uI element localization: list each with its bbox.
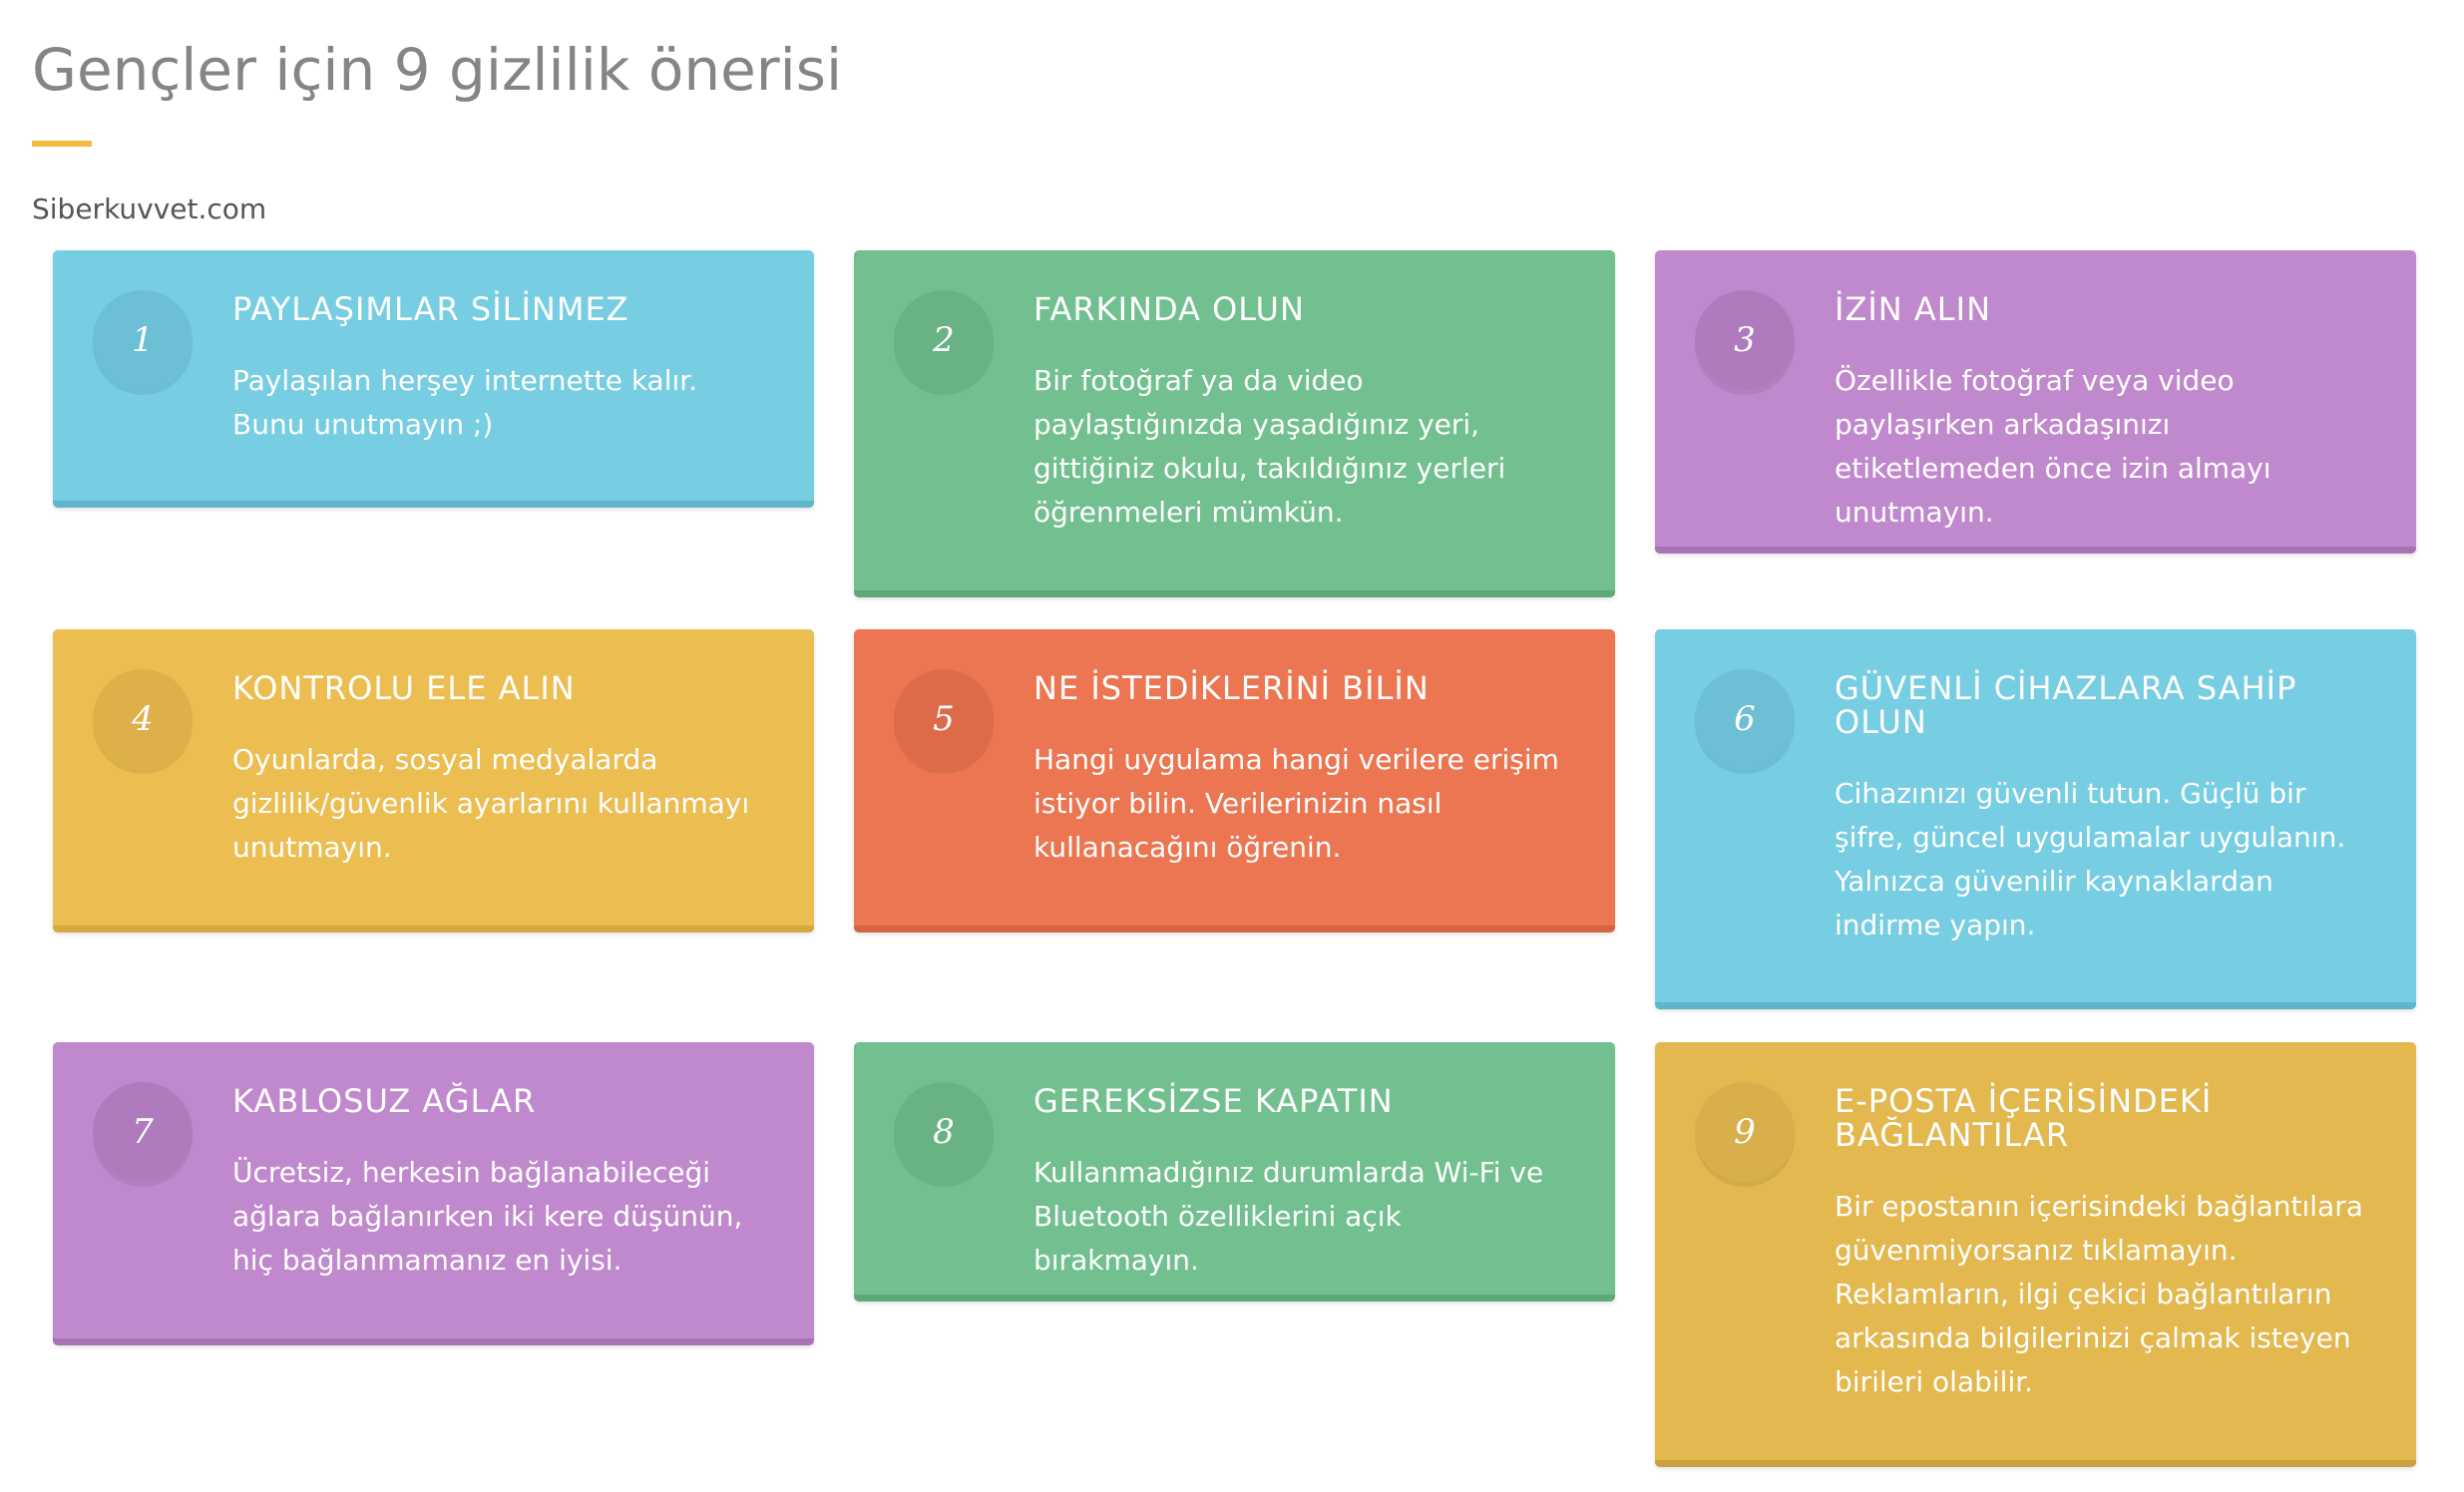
- tip-number-badge: 6: [1695, 669, 1795, 769]
- tip-text: Kullanmadığınız durumlarda Wi-Fi ve Blue…: [1033, 1156, 1544, 1277]
- tip-card-7: 7 KABLOSUZ AĞLAR Ücretsiz, herkesin bağl…: [53, 1042, 814, 1345]
- site-label: Siberkuvvet.com: [32, 192, 267, 225]
- tip-text: Oyunlarda, sosyal medyalarda gizlilik/gü…: [232, 743, 750, 864]
- tip-title: GÜVENLİ CİHAZLARA SAHİP OLUN: [1835, 669, 2297, 741]
- tip-card-2: 2 FARKINDA OLUN Bir fotoğraf ya da video…: [854, 250, 1615, 597]
- tip-text: Cihazınızı güvenli tutun. Güçlü bir şifr…: [1835, 777, 2346, 941]
- tip-number-badge: 1: [93, 290, 193, 390]
- tip-text: Paylaşılan herşey internette kalır. Bunu…: [232, 364, 698, 441]
- tip-text: Bir fotoğraf ya da video paylaştığınızda…: [1033, 364, 1506, 529]
- tip-title: NE İSTEDİKLERİNİ BİLİN: [1033, 669, 1430, 707]
- tip-title: FARKINDA OLUN: [1033, 290, 1305, 328]
- tip-text: Ücretsiz, herkesin bağlanabileceği ağlar…: [232, 1156, 743, 1277]
- page-title: Gençler için 9 gizlilik önerisi: [32, 36, 843, 104]
- tip-card-5: 5 NE İSTEDİKLERİNİ BİLİN Hangi uygulama …: [854, 629, 1615, 932]
- tip-card-1: 1 PAYLAŞIMLAR SİLİNMEZ Paylaşılan herşey…: [53, 250, 814, 508]
- tip-title: İZİN ALIN: [1835, 290, 1991, 328]
- tip-title: KABLOSUZ AĞLAR: [232, 1082, 537, 1120]
- tip-number-badge: 3: [1695, 290, 1795, 390]
- tip-number-badge: 9: [1695, 1082, 1795, 1182]
- tip-title: GEREKSİZSE KAPATIN: [1033, 1082, 1394, 1120]
- tip-text: Bir epostanın içerisindeki bağlantılara …: [1835, 1190, 2363, 1398]
- tip-text: Özellikle fotoğraf veya video paylaşırke…: [1835, 364, 2271, 529]
- tip-title: KONTROLU ELE ALIN: [232, 669, 576, 707]
- tip-title: PAYLAŞIMLAR SİLİNMEZ: [232, 290, 629, 328]
- tip-text: Hangi uygulama hangi verilere erişim ist…: [1033, 743, 1559, 864]
- tip-card-9: 9 E-POSTA İÇERİSİNDEKİ BAĞLANTILAR Bir e…: [1655, 1042, 2416, 1467]
- tip-card-3: 3 İZİN ALIN Özellikle fotoğraf veya vide…: [1655, 250, 2416, 554]
- tip-number-badge: 7: [93, 1082, 193, 1182]
- tip-card-4: 4 KONTROLU ELE ALIN Oyunlarda, sosyal me…: [53, 629, 814, 932]
- tip-title: E-POSTA İÇERİSİNDEKİ BAĞLANTILAR: [1835, 1082, 2213, 1154]
- tip-card-6: 6 GÜVENLİ CİHAZLARA SAHİP OLUN Cihazınız…: [1655, 629, 2416, 1009]
- tip-number-badge: 5: [894, 669, 994, 769]
- tip-number-badge: 8: [894, 1082, 994, 1182]
- title-underline: [32, 141, 92, 147]
- tip-number-badge: 2: [894, 290, 994, 390]
- tip-number-badge: 4: [93, 669, 193, 769]
- tip-card-8: 8 GEREKSİZSE KAPATIN Kullanmadığınız dur…: [854, 1042, 1615, 1302]
